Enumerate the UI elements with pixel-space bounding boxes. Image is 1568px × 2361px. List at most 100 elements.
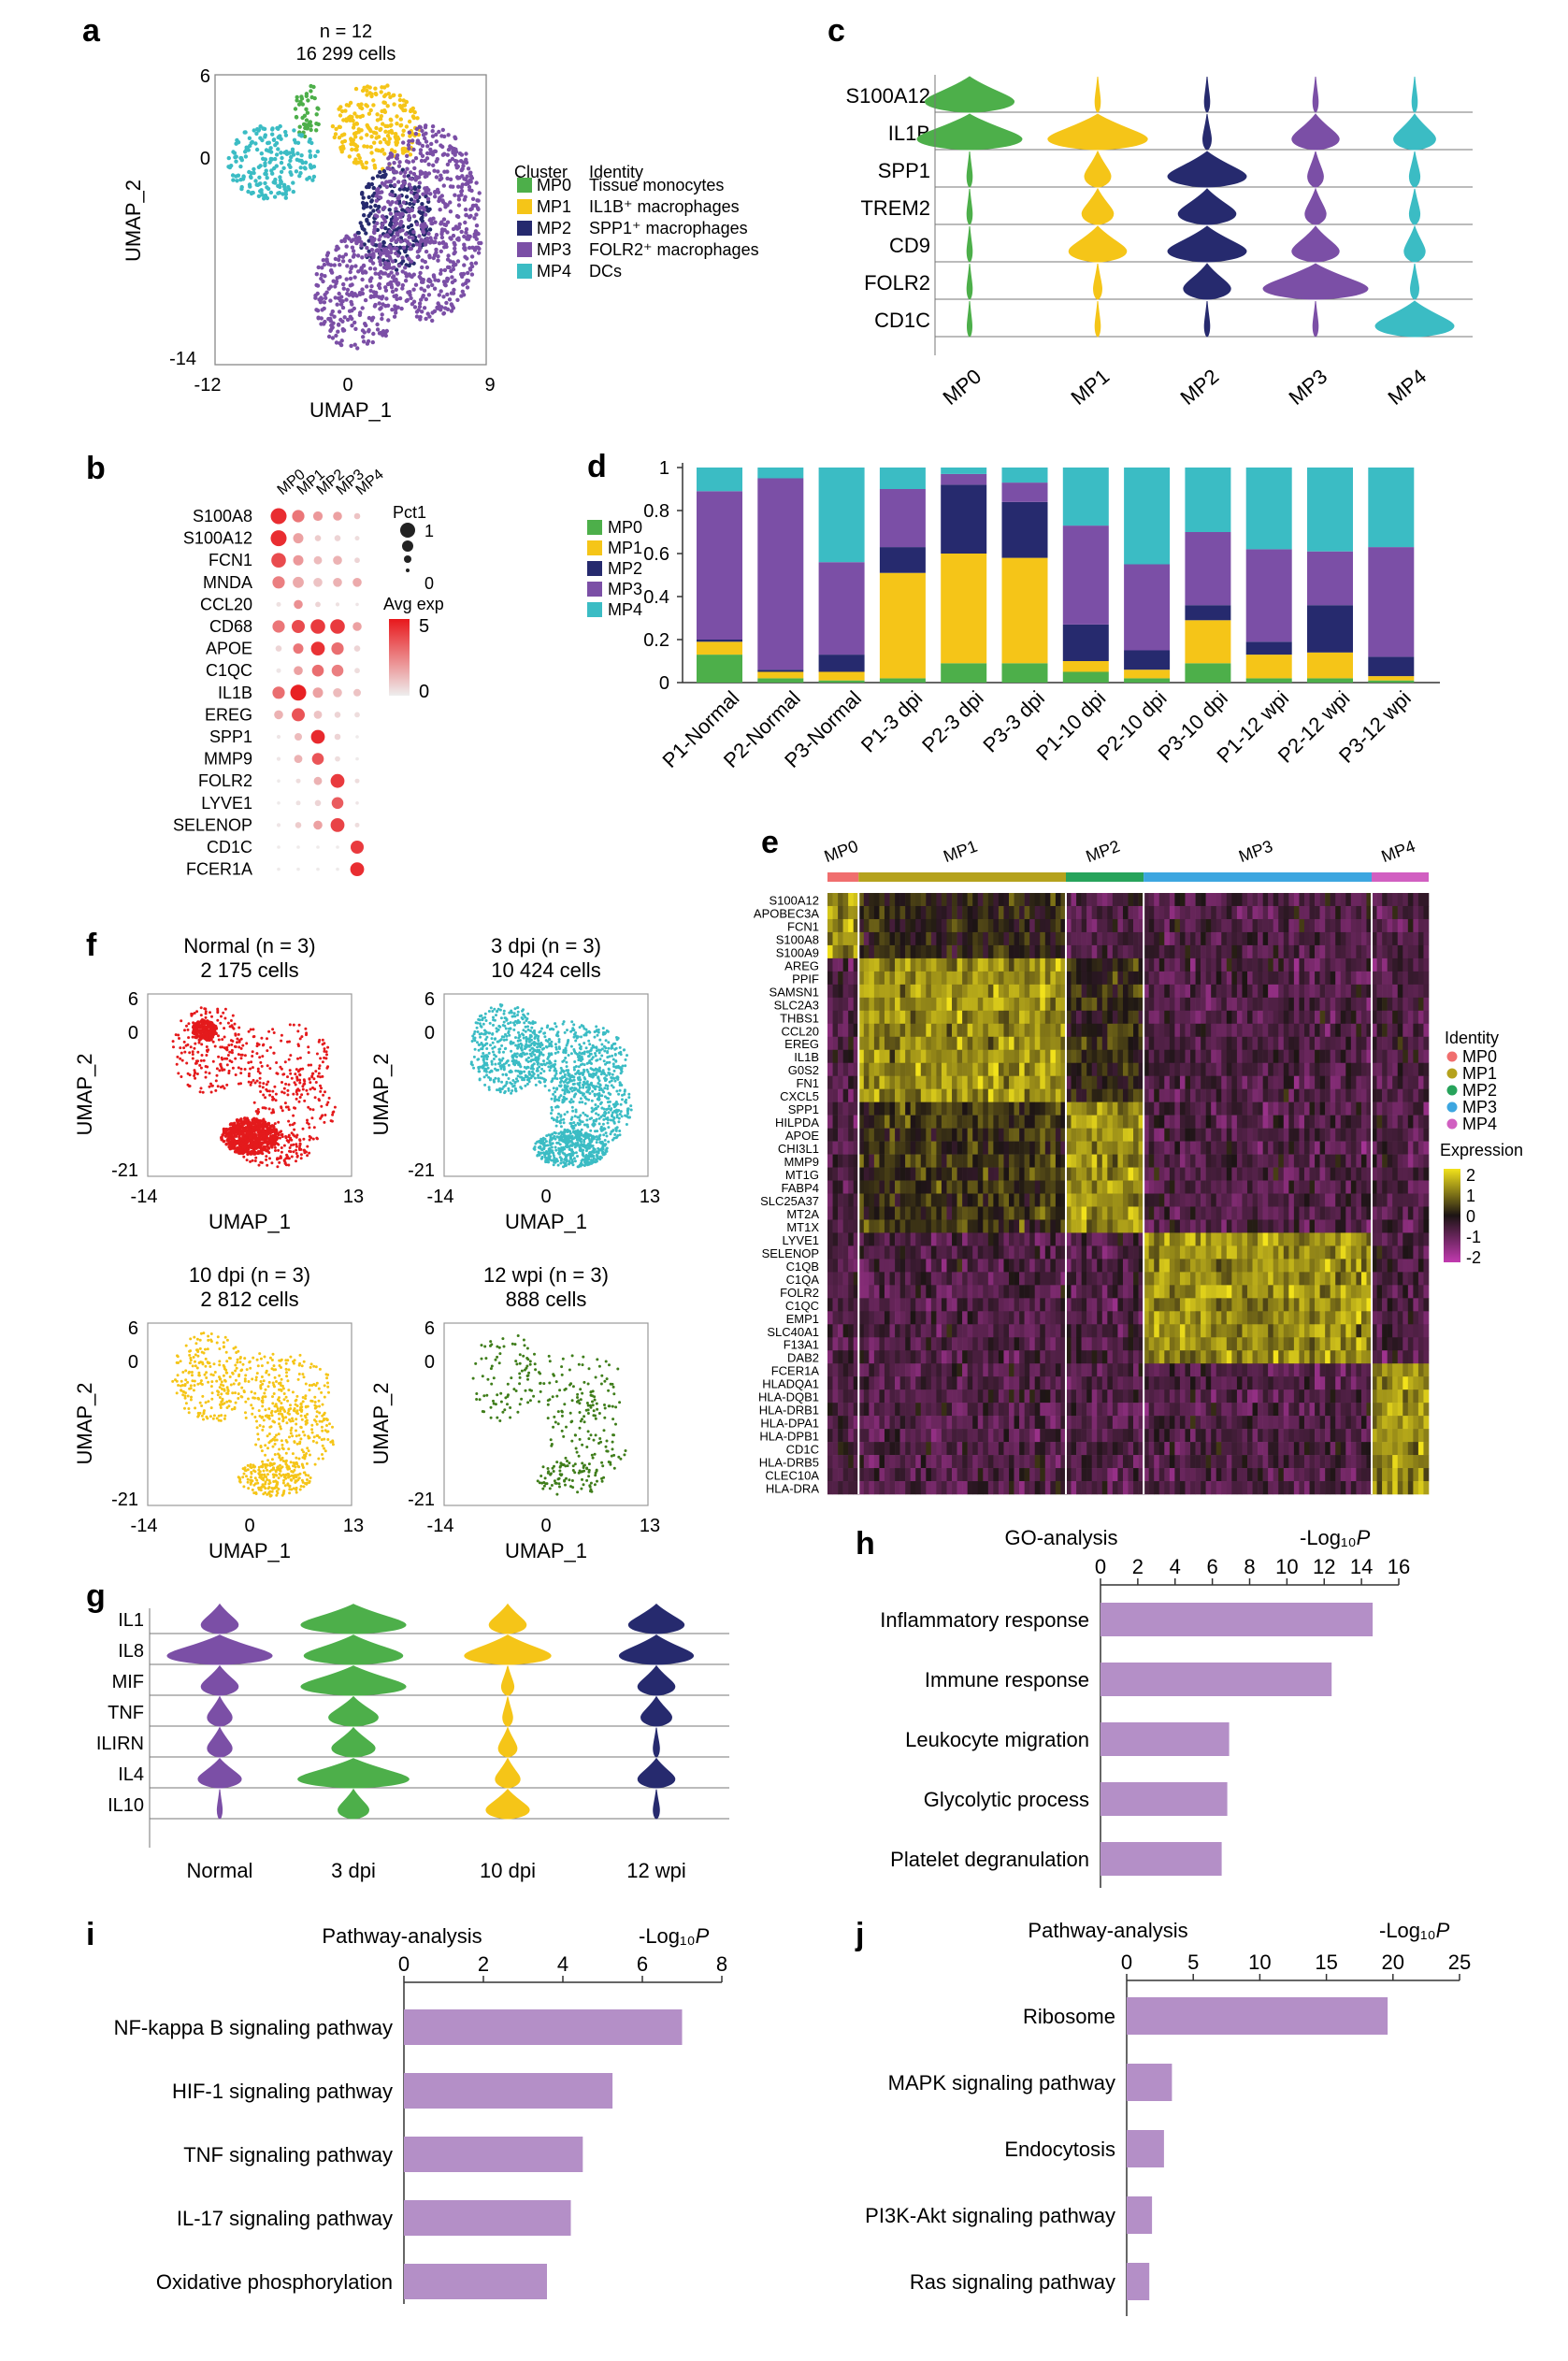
heat-cell bbox=[1237, 906, 1243, 919]
heat-cell bbox=[1196, 958, 1201, 972]
heat-cell bbox=[952, 1142, 957, 1155]
heat-cell bbox=[895, 1168, 900, 1181]
umap-point-MP4 bbox=[252, 167, 255, 171]
heat-cell bbox=[1288, 1155, 1294, 1168]
heat-cell bbox=[926, 945, 931, 958]
umap-point-MP1 bbox=[395, 114, 398, 118]
heat-cell bbox=[1273, 1011, 1279, 1024]
umap-point-MP3 bbox=[420, 129, 424, 133]
heat-cell bbox=[1227, 1050, 1232, 1063]
umap-point-MP1 bbox=[405, 124, 409, 128]
heat-cell bbox=[931, 893, 937, 906]
heat-cell bbox=[1325, 1076, 1331, 1089]
heat-cell bbox=[1097, 1089, 1102, 1102]
heat-cell bbox=[1263, 1102, 1269, 1116]
heat-cell bbox=[827, 1024, 833, 1037]
heat-cell bbox=[1102, 1129, 1108, 1142]
heat-cell bbox=[905, 1168, 911, 1181]
heat-cell bbox=[1113, 1050, 1118, 1063]
legend-cluster-MP2: MP2 bbox=[537, 219, 571, 238]
umap-point-MP3 bbox=[436, 307, 439, 310]
heat-cell bbox=[1413, 919, 1418, 932]
heat-cell bbox=[1351, 1102, 1357, 1116]
umap-point-MP3 bbox=[439, 208, 442, 211]
umap-point-MP3 bbox=[329, 284, 333, 288]
heat-cell bbox=[993, 945, 999, 958]
heat-cell bbox=[1325, 998, 1331, 1011]
panel-label-c: c bbox=[827, 13, 845, 49]
heat-cell bbox=[1092, 945, 1098, 958]
umap-point-MP3 bbox=[401, 283, 405, 287]
umap-point-MP3 bbox=[389, 180, 393, 183]
heat-cell bbox=[1170, 1194, 1175, 1207]
heat-cell bbox=[1159, 985, 1165, 998]
heat-cell bbox=[874, 906, 880, 919]
dot-EREG-MP2 bbox=[314, 711, 323, 719]
heat-cell bbox=[1356, 1037, 1361, 1050]
heat-cell bbox=[946, 1168, 952, 1181]
umap-point-MP3 bbox=[446, 253, 450, 257]
heat-cell bbox=[1129, 1102, 1134, 1116]
heat-cell bbox=[890, 1063, 896, 1076]
bar-MP2-P2-12 wpi bbox=[1307, 605, 1353, 653]
heat-cell bbox=[993, 1155, 999, 1168]
heat-cell bbox=[1097, 919, 1102, 932]
heat-cell bbox=[921, 1194, 927, 1207]
heat-cell bbox=[885, 1063, 890, 1076]
heat-cell bbox=[1299, 1116, 1304, 1129]
heat-cell bbox=[874, 1168, 880, 1181]
heat-cell bbox=[1403, 1063, 1408, 1076]
heat-cell bbox=[962, 1142, 968, 1155]
heat-cell bbox=[1180, 1168, 1186, 1181]
heat-cell bbox=[952, 932, 957, 945]
heat-cell bbox=[1149, 958, 1155, 972]
heat-cell bbox=[1398, 1206, 1403, 1219]
heat-gene-label: G0S2 bbox=[788, 1063, 819, 1077]
size-legend-dot-small bbox=[404, 555, 411, 563]
heat-cell bbox=[921, 1037, 927, 1050]
umap-point-MP1 bbox=[356, 103, 360, 107]
bar-MP0-P1-Normal bbox=[697, 655, 742, 683]
heat-cell bbox=[827, 1194, 833, 1207]
d-ytick-label: 0.2 bbox=[643, 630, 669, 651]
heat-cell bbox=[1341, 1037, 1346, 1050]
umap-point-MP3 bbox=[414, 132, 418, 136]
heat-cell bbox=[1129, 893, 1134, 906]
heat-cell bbox=[1331, 1181, 1336, 1194]
heat-cell bbox=[1284, 1102, 1289, 1116]
heat-cell bbox=[1003, 1102, 1009, 1116]
heat-cell bbox=[1413, 985, 1418, 998]
heat-cell bbox=[1356, 919, 1361, 932]
heat-cell bbox=[1092, 1116, 1098, 1129]
heat-cell bbox=[1237, 1181, 1243, 1194]
heat-cell bbox=[1196, 1076, 1201, 1089]
heat-cluster-label-MP3: MP3 bbox=[1236, 837, 1275, 866]
umap-point-MP3 bbox=[463, 221, 467, 224]
heat-cell bbox=[999, 1037, 1004, 1050]
heat-cell bbox=[1361, 906, 1367, 919]
heat-cell bbox=[1310, 1129, 1316, 1142]
heat-cell bbox=[1258, 1142, 1263, 1155]
umap-point-MP3 bbox=[362, 264, 366, 267]
heat-cell bbox=[942, 1168, 947, 1181]
umap-point-MP1 bbox=[369, 145, 373, 149]
umap-point-MP3 bbox=[442, 183, 446, 187]
heat-cell bbox=[1035, 998, 1041, 1011]
umap-point-MP4 bbox=[252, 171, 255, 175]
heat-cell bbox=[1025, 893, 1030, 906]
heat-cell bbox=[900, 1116, 906, 1129]
heat-cell bbox=[1123, 919, 1129, 932]
heat-cell bbox=[890, 1168, 896, 1181]
heat-cell bbox=[1284, 1168, 1289, 1181]
umap-point-MP3 bbox=[448, 236, 452, 239]
heat-cell bbox=[1003, 958, 1009, 972]
heat-cell bbox=[843, 998, 849, 1011]
heat-cell bbox=[978, 972, 984, 985]
heat-cell bbox=[936, 1181, 942, 1194]
heat-cell bbox=[1029, 1168, 1035, 1181]
umap-point-MP1 bbox=[381, 100, 385, 104]
umap-point-MP4 bbox=[234, 160, 237, 164]
umap-point-MP3 bbox=[341, 306, 345, 310]
umap-point-MP3 bbox=[411, 230, 415, 234]
umap-point-MP2 bbox=[371, 177, 375, 180]
